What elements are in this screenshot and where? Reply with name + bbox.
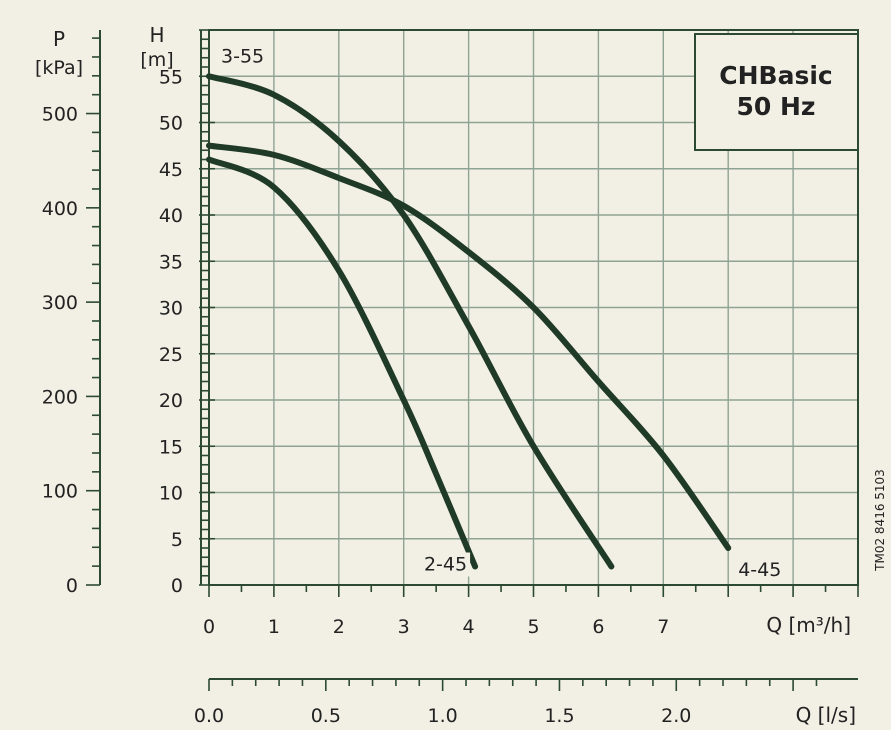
q-tick-label: 7 [657,616,669,638]
legend-box-line2: 50 Hz [737,92,816,121]
h-tick-label: 35 [159,251,183,273]
left-axis-label: H [149,23,164,47]
series-label-bg [218,44,268,69]
q-tick-label: 5 [527,616,539,638]
pressure-axis-unit: [kPa] [35,57,83,79]
flow-tick-label: 1.5 [544,705,574,726]
q-tick-label: 0 [203,616,215,638]
flow-tick-label: 2.0 [661,705,691,726]
p-tick-label: 300 [42,292,78,314]
flow-tick-label: 0.0 [194,705,224,726]
legend-box-frame [694,33,859,151]
h-tick-label: 0 [171,575,183,597]
series-label-bg [420,552,471,577]
h-tick-label: 15 [159,436,183,458]
series-line-3-55 [206,73,615,570]
series-label-2-45: 2-45 [424,554,467,576]
q-tick-label: 6 [592,616,604,638]
h-tick-label: 20 [159,390,183,412]
x-axis-label: Q [m³/h] [766,613,851,637]
q-tick-label: 3 [398,616,410,638]
p-tick-label: 0 [66,575,78,597]
series-label-4-45: 4-45 [738,559,781,581]
flow-tick-label: 0.5 [311,705,341,726]
labels: 3-55 2-45 4-45 [218,44,785,582]
series-line-4-45 [206,142,732,551]
h-tick-label: 30 [159,298,183,320]
h-tick-label: 25 [159,344,183,366]
p-tick-label: 100 [42,481,78,503]
h-tick-label: 55 [159,66,183,88]
legend-box-line1: CHBasic [719,61,832,90]
h-tick-label: 5 [171,529,183,551]
h-tick-label: 50 [159,113,183,135]
series-label-3-55: 3-55 [221,45,264,67]
q-tick-label: 1 [268,616,280,638]
h-tick-label: 45 [159,159,183,181]
side-note: TM02 8416 5103 [873,469,887,572]
h-tick-label: 10 [159,483,183,505]
series-label-bg [735,558,785,582]
series-line-2-45 [206,156,479,570]
left-axis-unit: [m] [140,49,173,71]
p-tick-label: 200 [42,386,78,408]
legend-box: CHBasic 50 Hz [694,33,859,151]
series-lines [206,73,732,570]
q-tick-label: 2 [333,616,345,638]
h-tick-label: 40 [159,205,183,227]
pressure-axis-label: P [53,27,65,51]
flow-tick-label: 1.0 [428,705,458,726]
p-tick-label: 400 [42,198,78,220]
p-tick-label: 500 [42,104,78,126]
q-tick-label: 4 [463,616,475,638]
flow-axis-label: Q [l/s] [796,703,856,726]
